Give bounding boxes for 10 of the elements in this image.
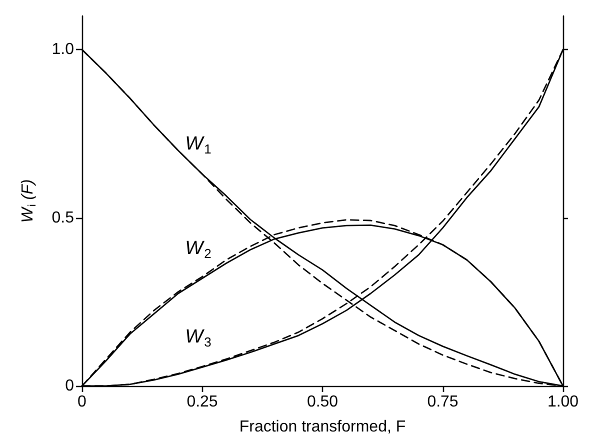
x-tick-label: 0.25 — [186, 394, 218, 410]
x-tick-label: 1.00 — [547, 394, 579, 410]
x-axis-title: Fraction transformed, F — [239, 418, 406, 436]
x-tick-label: 0 — [78, 394, 87, 410]
x-tick-label: 0.50 — [306, 394, 338, 410]
y-tick-label: 0 — [65, 378, 74, 394]
y-tick-label: 1.0 — [52, 41, 74, 58]
y-axis-title: Wi (F) — [20, 179, 38, 223]
y-tick-label: 0.5 — [52, 209, 74, 226]
x-tick-label: 0.75 — [427, 394, 458, 410]
